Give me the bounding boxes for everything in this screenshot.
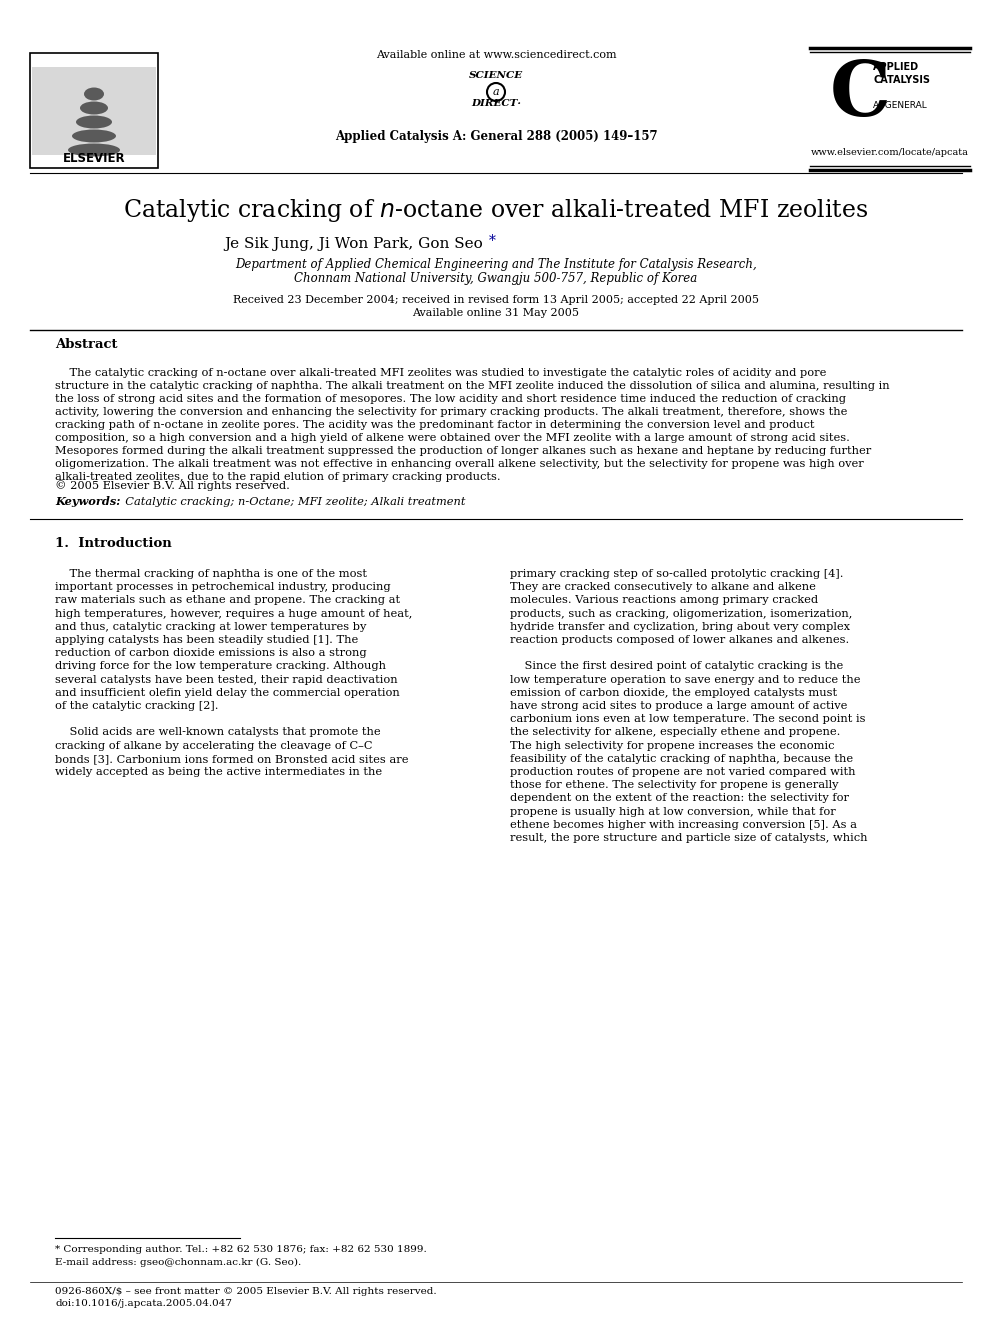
- Text: primary cracking step of so-called protolytic cracking [4].: primary cracking step of so-called proto…: [510, 569, 843, 579]
- Text: high temperatures, however, requires a huge amount of heat,: high temperatures, however, requires a h…: [55, 609, 413, 619]
- Text: Applied Catalysis A: General 288 (2005) 149–157: Applied Catalysis A: General 288 (2005) …: [334, 130, 658, 143]
- Text: 0926-860X/$ – see front matter © 2005 Elsevier B.V. All rights reserved.: 0926-860X/$ – see front matter © 2005 El…: [55, 1287, 436, 1297]
- Text: reduction of carbon dioxide emissions is also a strong: reduction of carbon dioxide emissions is…: [55, 648, 367, 659]
- Text: Available online 31 May 2005: Available online 31 May 2005: [413, 308, 579, 318]
- Text: Abstract: Abstract: [55, 337, 117, 351]
- Text: Je Sik Jung, Ji Won Park, Gon Seo: Je Sik Jung, Ji Won Park, Gon Seo: [224, 237, 488, 251]
- Text: APPLIED: APPLIED: [873, 62, 920, 71]
- Text: and insufficient olefin yield delay the commercial operation: and insufficient olefin yield delay the …: [55, 688, 400, 697]
- Text: oligomerization. The alkali treatment was not effective in enhancing overall alk: oligomerization. The alkali treatment wa…: [55, 459, 864, 468]
- Text: cracking of alkane by accelerating the cleavage of C–C: cracking of alkane by accelerating the c…: [55, 741, 373, 750]
- Text: result, the pore structure and particle size of catalysts, which: result, the pore structure and particle …: [510, 833, 867, 843]
- Text: ELSEVIER: ELSEVIER: [62, 152, 125, 165]
- Bar: [32, 67, 156, 155]
- Text: A: GENERAL: A: GENERAL: [873, 101, 927, 110]
- Ellipse shape: [80, 102, 108, 115]
- Text: The high selectivity for propene increases the economic: The high selectivity for propene increas…: [510, 741, 834, 750]
- Text: They are cracked consecutively to alkane and alkene: They are cracked consecutively to alkane…: [510, 582, 815, 593]
- Text: activity, lowering the conversion and enhancing the selectivity for primary crac: activity, lowering the conversion and en…: [55, 407, 847, 417]
- Text: reaction products composed of lower alkanes and alkenes.: reaction products composed of lower alka…: [510, 635, 849, 646]
- Text: bonds [3]. Carbonium ions formed on Bronsted acid sites are: bonds [3]. Carbonium ions formed on Bron…: [55, 754, 409, 763]
- Text: of the catalytic cracking [2].: of the catalytic cracking [2].: [55, 701, 218, 710]
- Text: Department of Applied Chemical Engineering and The Institute for Catalysis Resea: Department of Applied Chemical Engineeri…: [235, 258, 757, 271]
- Text: several catalysts have been tested, their rapid deactivation: several catalysts have been tested, thei…: [55, 675, 398, 684]
- Text: low temperature operation to save energy and to reduce the: low temperature operation to save energy…: [510, 675, 860, 684]
- Text: E-mail address: gseo@chonnam.ac.kr (G. Seo).: E-mail address: gseo@chonnam.ac.kr (G. S…: [55, 1258, 302, 1267]
- Text: alkali-treated zeolites, due to the rapid elution of primary cracking products.: alkali-treated zeolites, due to the rapi…: [55, 472, 501, 482]
- Text: a: a: [493, 87, 499, 97]
- Text: Chonnam National University, Gwangju 500-757, Republic of Korea: Chonnam National University, Gwangju 500…: [295, 273, 697, 284]
- Ellipse shape: [72, 130, 116, 143]
- Text: driving force for the low temperature cracking. Although: driving force for the low temperature cr…: [55, 662, 386, 671]
- Text: important processes in petrochemical industry, producing: important processes in petrochemical ind…: [55, 582, 391, 593]
- Bar: [30, 53, 158, 168]
- Text: The thermal cracking of naphtha is one of the most: The thermal cracking of naphtha is one o…: [55, 569, 367, 579]
- Text: C: C: [830, 58, 891, 132]
- Text: molecules. Various reactions among primary cracked: molecules. Various reactions among prima…: [510, 595, 818, 606]
- Text: composition, so a high conversion and a high yield of alkene were obtained over : composition, so a high conversion and a …: [55, 433, 850, 443]
- Text: the selectivity for alkene, especially ethene and propene.: the selectivity for alkene, especially e…: [510, 728, 840, 737]
- Text: production routes of propene are not varied compared with: production routes of propene are not var…: [510, 767, 855, 777]
- Text: SCIENCE: SCIENCE: [469, 71, 523, 79]
- Text: Catalytic cracking of $\mathit{n}$-octane over alkali-treated MFI zeolites: Catalytic cracking of $\mathit{n}$-octan…: [123, 197, 869, 224]
- Text: hydride transfer and cyclization, bring about very complex: hydride transfer and cyclization, bring …: [510, 622, 850, 632]
- Text: * Corresponding author. Tel.: +82 62 530 1876; fax: +82 62 530 1899.: * Corresponding author. Tel.: +82 62 530…: [55, 1245, 427, 1254]
- Text: Since the first desired point of catalytic cracking is the: Since the first desired point of catalyt…: [510, 662, 843, 671]
- Text: structure in the catalytic cracking of naphtha. The alkali treatment on the MFI : structure in the catalytic cracking of n…: [55, 381, 890, 392]
- Text: ethene becomes higher with increasing conversion [5]. As a: ethene becomes higher with increasing co…: [510, 820, 857, 830]
- Text: 1.  Introduction: 1. Introduction: [55, 537, 172, 550]
- Text: products, such as cracking, oligomerization, isomerization,: products, such as cracking, oligomerizat…: [510, 609, 852, 619]
- Text: dependent on the extent of the reaction: the selectivity for: dependent on the extent of the reaction:…: [510, 794, 849, 803]
- Text: applying catalysts has been steadily studied [1]. The: applying catalysts has been steadily stu…: [55, 635, 358, 646]
- Text: Available online at www.sciencedirect.com: Available online at www.sciencedirect.co…: [376, 50, 616, 60]
- Text: and thus, catalytic cracking at lower temperatures by: and thus, catalytic cracking at lower te…: [55, 622, 366, 632]
- Text: raw materials such as ethane and propene. The cracking at: raw materials such as ethane and propene…: [55, 595, 400, 606]
- Text: DIRECT·: DIRECT·: [471, 99, 521, 108]
- Text: carbonium ions even at low temperature. The second point is: carbonium ions even at low temperature. …: [510, 714, 865, 724]
- Text: Received 23 December 2004; received in revised form 13 April 2005; accepted 22 A: Received 23 December 2004; received in r…: [233, 295, 759, 306]
- Text: cracking path of n-octane in zeolite pores. The acidity was the predominant fact: cracking path of n-octane in zeolite por…: [55, 419, 814, 430]
- Text: Solid acids are well-known catalysts that promote the: Solid acids are well-known catalysts tha…: [55, 728, 381, 737]
- Ellipse shape: [68, 143, 120, 156]
- Text: CATALYSIS: CATALYSIS: [873, 75, 930, 85]
- Text: those for ethene. The selectivity for propene is generally: those for ethene. The selectivity for pr…: [510, 781, 838, 790]
- Text: www.elsevier.com/locate/apcata: www.elsevier.com/locate/apcata: [811, 148, 969, 157]
- Text: emission of carbon dioxide, the employed catalysts must: emission of carbon dioxide, the employed…: [510, 688, 837, 697]
- Ellipse shape: [76, 115, 112, 128]
- Text: propene is usually high at low conversion, while that for: propene is usually high at low conversio…: [510, 807, 835, 816]
- Text: © 2005 Elsevier B.V. All rights reserved.: © 2005 Elsevier B.V. All rights reserved…: [55, 480, 290, 491]
- Text: Mesopores formed during the alkali treatment suppressed the production of longer: Mesopores formed during the alkali treat…: [55, 446, 871, 456]
- Text: *: *: [489, 234, 496, 247]
- Text: the loss of strong acid sites and the formation of mesopores. The low acidity an: the loss of strong acid sites and the fo…: [55, 394, 846, 404]
- Text: Keywords:: Keywords:: [55, 496, 120, 507]
- Text: Catalytic cracking; n-Octane; MFI zeolite; Alkali treatment: Catalytic cracking; n-Octane; MFI zeolit…: [118, 497, 465, 507]
- Ellipse shape: [84, 87, 104, 101]
- Text: doi:10.1016/j.apcata.2005.04.047: doi:10.1016/j.apcata.2005.04.047: [55, 1299, 232, 1308]
- Text: feasibility of the catalytic cracking of naphtha, because the: feasibility of the catalytic cracking of…: [510, 754, 853, 763]
- Text: widely accepted as being the active intermediates in the: widely accepted as being the active inte…: [55, 767, 382, 777]
- Text: The catalytic cracking of n-octane over alkali-treated MFI zeolites was studied : The catalytic cracking of n-octane over …: [55, 368, 826, 378]
- Text: have strong acid sites to produce a large amount of active: have strong acid sites to produce a larg…: [510, 701, 847, 710]
